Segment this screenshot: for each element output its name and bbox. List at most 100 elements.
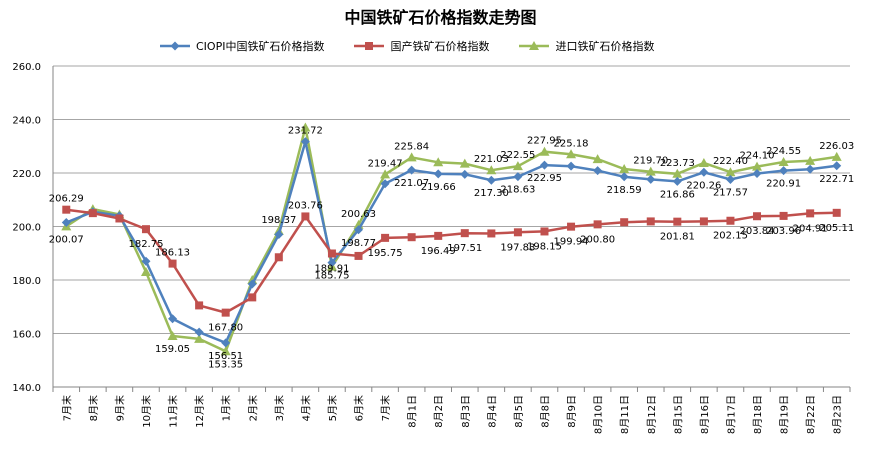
data-point: [832, 208, 841, 217]
x-tick-label: 8月17日: [725, 395, 737, 434]
x-tick-label: 12月末: [193, 395, 206, 428]
data-point: [805, 164, 815, 174]
data-point: [221, 338, 231, 348]
data-point: [486, 175, 496, 185]
data-label: 220.91: [766, 179, 801, 190]
data-label: 196.49: [421, 246, 456, 257]
data-point: [699, 217, 708, 226]
data-point: [752, 161, 763, 171]
data-point: [539, 160, 549, 170]
data-point: [433, 157, 444, 167]
data-point: [141, 225, 150, 234]
x-tick-label: 8月16日: [699, 395, 711, 434]
data-point: [513, 172, 523, 182]
data-point: [566, 161, 576, 171]
y-tick-label: 220.0: [12, 169, 41, 180]
data-label: 203.84: [740, 226, 775, 237]
legend-item: CIOPI中国铁矿石价格指数: [160, 38, 324, 54]
x-tick-label: 1月末: [220, 395, 233, 421]
data-label: 185.75: [314, 271, 349, 282]
x-tick-label: 8月5日: [513, 395, 525, 428]
data-label: 182.75: [128, 239, 163, 250]
legend-item: 进口铁矿石价格指数: [519, 38, 654, 54]
data-label: 219.47: [368, 158, 403, 169]
data-label: 219.70: [633, 156, 668, 167]
legend-label: 进口铁矿石价格指数: [555, 40, 655, 53]
x-tick-label: 8月2日: [433, 395, 445, 428]
data-label: 189.91: [314, 263, 349, 274]
data-label: 159.05: [155, 344, 190, 355]
data-point: [566, 149, 577, 159]
data-point: [725, 167, 736, 177]
x-tick-label: 8月8日: [539, 395, 551, 428]
legend: CIOPI中国铁矿石价格指数 国产铁矿石价格指数 进口铁矿石价格指数: [160, 36, 684, 56]
x-tick-label: 4月末: [299, 395, 312, 421]
data-label: 224.55: [766, 146, 801, 157]
data-label: 220.26: [686, 180, 721, 191]
data-label: 231.72: [288, 126, 323, 137]
data-label: 200.80: [580, 234, 615, 245]
legend-label: CIOPI中国铁矿石价格指数: [196, 40, 325, 53]
data-label: 218.59: [607, 185, 642, 196]
data-point: [779, 211, 788, 220]
y-tick-label: 240.0: [12, 116, 41, 127]
data-point: [221, 308, 230, 317]
x-tick-label: 8月22日: [805, 395, 817, 434]
data-label: 203.76: [288, 200, 323, 211]
data-point: [195, 301, 204, 310]
x-tick-label: 9月末: [113, 395, 126, 421]
x-tick-label: 7月末: [60, 395, 73, 421]
data-point: [486, 165, 497, 175]
series-line: [65, 127, 837, 354]
series-line: [65, 141, 837, 345]
data-point: [726, 216, 735, 225]
data-point: [752, 169, 762, 179]
y-tick-label: 180.0: [12, 276, 41, 287]
data-point: [460, 169, 470, 179]
data-point: [88, 209, 97, 218]
x-tick-label: 8月12日: [646, 395, 658, 434]
data-point: [380, 179, 390, 189]
x-tick-label: 3月末: [273, 395, 286, 421]
data-point: [327, 249, 336, 258]
data-point: [168, 314, 178, 324]
data-point: [140, 266, 151, 276]
x-tick-label: 8月3日: [460, 395, 472, 428]
data-label: 217.57: [713, 188, 748, 199]
data-point: [168, 259, 177, 268]
legend-item: 国产铁矿石价格指数: [354, 38, 489, 54]
data-label: 203.96: [766, 226, 801, 237]
x-tick-label: 8月15日: [672, 395, 684, 434]
data-label: 153.35: [208, 359, 243, 370]
x-tick-label: 2月末: [246, 395, 259, 421]
data-point: [354, 225, 364, 235]
data-point: [62, 205, 71, 214]
data-label: 200.07: [49, 234, 84, 245]
data-point: [380, 169, 391, 179]
data-label: 186.13: [155, 248, 190, 259]
data-point: [460, 229, 469, 238]
x-tick-label: 8月9日: [566, 395, 578, 428]
y-tick-label: 140.0: [12, 383, 41, 394]
data-point: [354, 251, 363, 260]
data-point: [300, 137, 310, 147]
series-line: [66, 208, 837, 314]
data-label: 222.95: [527, 173, 562, 184]
x-tick-label: 8月10日: [593, 395, 605, 434]
data-point: [301, 212, 310, 221]
x-tick-label: 8月11日: [619, 395, 631, 434]
legend-label: 国产铁矿石价格指数: [390, 40, 490, 53]
data-point: [806, 209, 815, 218]
data-label: 225.84: [394, 141, 429, 152]
data-point: [831, 151, 842, 161]
series-3: [61, 122, 842, 356]
data-label: 205.11: [819, 223, 854, 234]
data-point: [619, 172, 629, 182]
data-point: [513, 228, 522, 237]
data-point: [593, 166, 603, 176]
data-label: 222.40: [713, 156, 748, 167]
data-label: 218.63: [500, 185, 535, 196]
x-tick-label: 8月1日: [407, 395, 419, 428]
data-point: [512, 161, 523, 171]
